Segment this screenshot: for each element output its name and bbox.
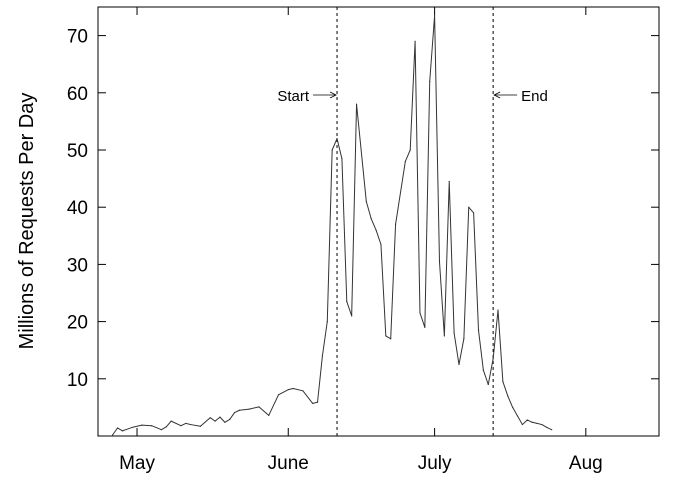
y-tick-label: 40 <box>67 198 88 219</box>
data-point <box>404 160 406 163</box>
data-point <box>185 422 187 425</box>
data-point <box>541 423 543 426</box>
data-point <box>438 260 441 263</box>
data-point <box>141 424 143 426</box>
data-point <box>443 335 445 337</box>
marker-label: End <box>521 88 548 105</box>
y-tick-label: 10 <box>67 370 88 391</box>
data-point <box>190 423 192 426</box>
data-point <box>463 338 465 340</box>
series-line <box>112 15 552 436</box>
data-point <box>409 149 411 151</box>
data-point <box>521 423 524 426</box>
data-point <box>507 395 509 397</box>
data-point <box>370 218 372 220</box>
data-point <box>302 390 304 392</box>
y-axis-title: Millions of Requests Per Day <box>16 93 38 350</box>
data-point <box>414 40 416 42</box>
data-point <box>502 381 504 383</box>
data-point <box>458 363 460 366</box>
data-point <box>326 321 328 323</box>
event-markers: Start End <box>277 7 548 436</box>
data-point <box>214 420 216 422</box>
data-point <box>112 434 114 436</box>
data-point <box>429 80 431 82</box>
data-point <box>394 223 397 225</box>
data-point <box>453 332 455 334</box>
data-point <box>277 394 280 396</box>
data-point <box>468 206 470 208</box>
y-tick-label: 70 <box>67 27 88 48</box>
x-tick-label: May <box>119 453 155 474</box>
marker-arrowhead <box>329 91 337 99</box>
data-point <box>448 180 450 183</box>
data-point <box>516 415 519 417</box>
data-point <box>434 14 436 17</box>
data-point <box>512 406 514 408</box>
data-point <box>419 312 421 314</box>
data-point <box>482 369 484 371</box>
data-point <box>390 338 392 340</box>
data-point <box>551 429 553 431</box>
x-tick-label: July <box>418 453 452 474</box>
data-point <box>219 416 221 418</box>
marker-arrowhead <box>493 91 501 99</box>
data-point <box>331 149 333 151</box>
y-tick-label: 30 <box>67 255 88 276</box>
data-point <box>536 422 538 425</box>
data-point <box>180 425 182 427</box>
data-point <box>546 426 548 429</box>
data-point <box>341 157 343 160</box>
tick-labels: 10 20 30 40 50 60 70 May June July Aug <box>67 27 603 474</box>
data-point <box>321 355 323 357</box>
plot-frame <box>97 6 660 437</box>
data-point <box>346 300 348 303</box>
data-point <box>497 309 499 311</box>
data-point <box>477 329 480 331</box>
data-point <box>165 426 167 428</box>
data-point <box>170 420 172 422</box>
data-point <box>199 425 202 427</box>
x-tick-label: Aug <box>569 453 603 474</box>
data-point <box>151 425 153 427</box>
data-point <box>268 414 270 417</box>
y-tick-label: 60 <box>67 84 88 105</box>
data-point <box>487 383 489 386</box>
data-point <box>131 426 133 429</box>
data-point <box>258 406 260 408</box>
x-tick-label: June <box>268 453 309 474</box>
data-point <box>121 430 123 432</box>
data-point <box>292 387 294 390</box>
data-point <box>424 326 426 328</box>
tick-marks <box>98 7 659 436</box>
data-point <box>238 409 241 411</box>
data-point <box>116 427 119 429</box>
y-tick-label: 50 <box>67 141 88 162</box>
data-point <box>473 212 475 214</box>
data-point <box>336 137 338 140</box>
data-point <box>248 408 250 410</box>
data-point <box>351 315 353 317</box>
data-point <box>224 421 226 423</box>
data-point <box>233 411 236 414</box>
y-tick-label: 20 <box>67 313 88 334</box>
data-point <box>365 200 367 203</box>
data-point <box>526 419 528 421</box>
marker-label: Start <box>277 88 310 105</box>
data-point <box>209 417 211 419</box>
data-point <box>316 401 319 403</box>
data-point <box>355 103 358 105</box>
data-point <box>492 358 494 360</box>
data-point <box>287 389 289 391</box>
data-point <box>380 243 382 245</box>
data-point <box>531 421 533 423</box>
data-point <box>312 402 314 404</box>
data-point <box>229 418 231 421</box>
data-point <box>160 429 163 431</box>
data-point <box>375 229 377 231</box>
series-group <box>112 14 553 436</box>
data-point <box>385 335 387 337</box>
